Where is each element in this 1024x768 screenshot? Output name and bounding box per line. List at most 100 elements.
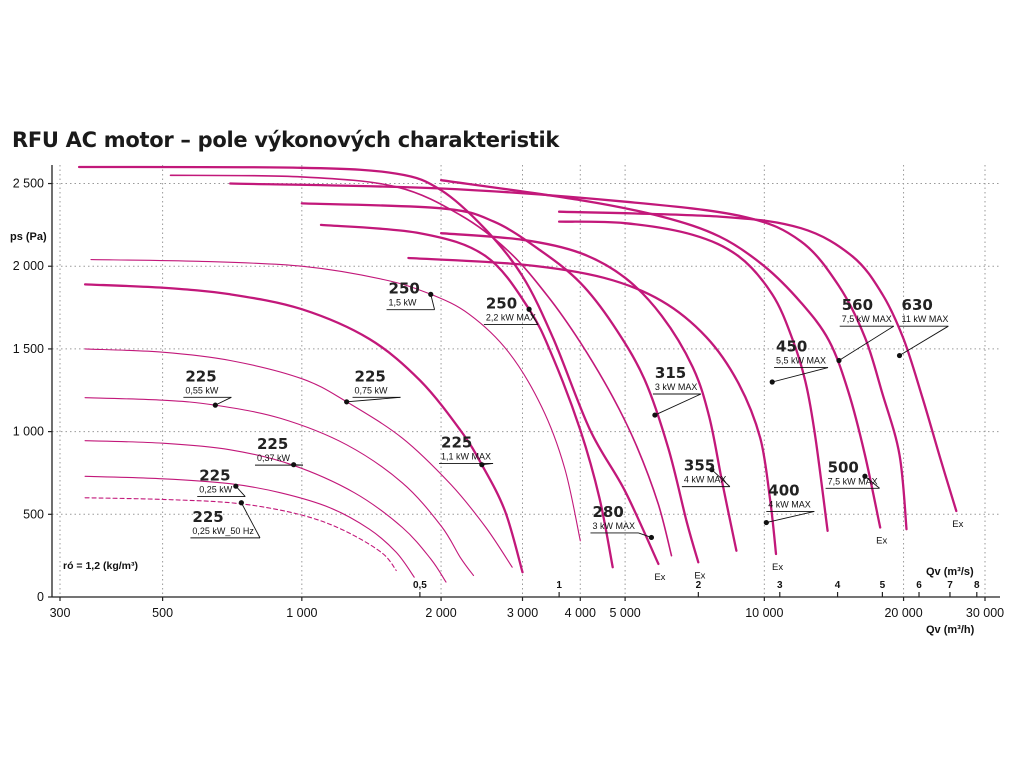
label-leader [864, 475, 880, 489]
x-tick-label: 30 000 [966, 606, 1004, 620]
series-size-label: 250 [389, 280, 420, 298]
ex-label: Ex [952, 519, 963, 530]
q-tick-label: 6 [916, 580, 922, 591]
series-power-label: 3 kW MAX [655, 382, 698, 392]
series-curve-500 [439, 179, 882, 529]
series-size-label: 630 [902, 296, 933, 314]
series-power-label: 7,5 kW MAX [828, 476, 878, 486]
ex-label: Ex [654, 572, 665, 583]
q-tick-label: 1 [556, 580, 562, 591]
operating-point-marker [648, 534, 655, 541]
density-note: ró = 1,2 (kg/m³) [63, 560, 138, 572]
label-leader [481, 463, 494, 466]
axes: ps (Pa) Qv (m³/h) Qv (m³/s) ró = 1,2 (kg… [10, 165, 1000, 636]
chart-title: RFU AC motor – pole výkonových charakter… [12, 128, 560, 152]
ticks: 0 500 1 000 1 500 2 000 2 500 300 500 1 000 2 000… [13, 177, 1004, 620]
y-axis-label: ps (Pa) [10, 231, 47, 243]
series-power-label: 3 kW MAX [592, 521, 635, 531]
series-curve-400 [407, 256, 778, 556]
series-power-label: 5,5 kW MAX [776, 356, 826, 366]
series-power-label: 0,25 kW_50 Hz [192, 526, 254, 536]
ex-label: Ex [772, 562, 783, 573]
label-leader [772, 367, 829, 383]
ex-label: Ex [876, 536, 887, 547]
series-curve-450 [557, 220, 829, 532]
x-tick-label: 20 000 [884, 606, 922, 620]
series-size-label: 225 [185, 367, 216, 385]
label-leader [240, 502, 261, 539]
series-curve-225 [84, 397, 475, 577]
label-leader [654, 393, 702, 416]
series-curve-225 [84, 497, 397, 572]
series-curve-315 [300, 202, 700, 564]
label-leader [235, 485, 246, 497]
q-tick-label: 5 [880, 580, 886, 591]
series-size-label: 225 [441, 433, 472, 451]
series-size-label: 225 [199, 467, 230, 485]
series-size-label: 250 [486, 295, 517, 313]
series-power-label: 11 kW MAX [902, 314, 949, 324]
x-tick-label: 10 000 [745, 606, 783, 620]
series-power-label: 4 kW MAX [768, 499, 811, 509]
label-leader [638, 532, 652, 538]
x-tick-label: 4 000 [565, 606, 596, 620]
series-power-label: 1,5 kW [389, 298, 418, 308]
x-tick-label: 300 [50, 606, 71, 620]
series-size-label: 400 [768, 481, 799, 499]
series-power-label: 7,5 kW MAX [842, 314, 892, 324]
label-leader [711, 469, 731, 487]
curves [77, 165, 958, 583]
series-size-label: 280 [592, 503, 623, 521]
x-tick-label: 500 [152, 606, 173, 620]
series-curve-250 [90, 259, 581, 542]
series-size-label: 225 [192, 508, 223, 526]
x-tick-label: 2 000 [425, 606, 456, 620]
series-curve-225 [83, 283, 524, 574]
series-power-label: 0,55 kW [185, 385, 219, 395]
operating-point-marker [238, 500, 244, 506]
x-tick-label: 3 000 [507, 606, 538, 620]
q-tick-label: 0,5 [413, 580, 427, 591]
label-leader [838, 325, 894, 361]
q-tick-label: 7 [947, 580, 953, 591]
series-curve-630 [557, 210, 958, 513]
label-leader [430, 294, 435, 310]
x-axis-label: Qv (m³/h) [926, 624, 975, 636]
operating-point-marker [212, 402, 218, 408]
series-curve-280 [169, 174, 673, 557]
x2-axis-label: Qv (m³/s) [926, 566, 974, 578]
series-size-label: 355 [684, 457, 715, 475]
label-leader [899, 325, 949, 356]
series-curve-355 [439, 232, 738, 552]
series-power-label: 0,25 kW [199, 485, 233, 495]
series-curve-250 [319, 223, 614, 569]
series-power-label: 1,1 kW MAX [441, 451, 491, 461]
series-power-label: 0,37 kW [257, 453, 291, 463]
label-leader [346, 396, 401, 403]
x-tick-label: 5 000 [609, 606, 640, 620]
q-tick-label: 8 [974, 580, 980, 591]
series-power-label: 0,75 kW [355, 385, 389, 395]
x-tick-label: 1 000 [286, 606, 317, 620]
series-curve-560 [229, 182, 908, 531]
series-size-label: 225 [355, 367, 386, 385]
y-tick-label: 500 [23, 507, 44, 521]
label-leader [215, 396, 232, 406]
series-size-label: 315 [655, 364, 686, 382]
series-size-label: 225 [257, 435, 288, 453]
y-tick-label: 2 500 [13, 177, 44, 191]
series-size-label: 500 [828, 458, 859, 476]
series-curve-225 [84, 475, 415, 578]
series-power-label: 4 kW MAX [684, 475, 727, 485]
label-leader [766, 510, 815, 524]
series-power-label: 2,2 kW MAX [486, 313, 536, 323]
y-tick-label: 1 500 [13, 342, 44, 356]
series-size-label: 450 [776, 338, 807, 356]
q-tick-label: 4 [835, 580, 841, 591]
ex-label: Ex [694, 570, 705, 581]
q-tick-label: 2 [696, 580, 702, 591]
label-leader [528, 309, 539, 325]
series-curve-225 [84, 440, 447, 583]
